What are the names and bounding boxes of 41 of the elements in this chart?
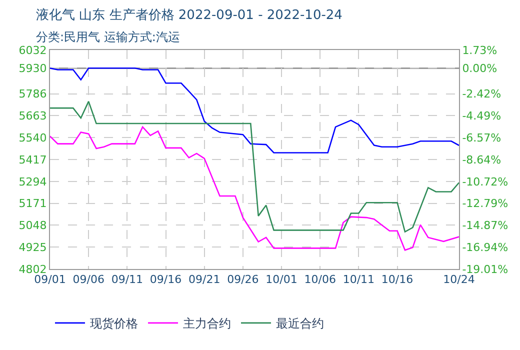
y-tick-label: 5930 <box>18 62 47 76</box>
line-series <box>50 68 459 154</box>
y2-tick-label: -14.87% <box>462 219 508 232</box>
y2-tick-label: -2.42% <box>462 88 502 101</box>
y-tick-label: 4925 <box>18 240 47 254</box>
x-tick-label: 09/06 <box>72 273 104 286</box>
x-tick-label: 09/01 <box>34 273 66 286</box>
y2-tick-label: -19.01% <box>462 262 508 276</box>
line-series <box>50 100 459 232</box>
y2-tick-label: -10.72% <box>462 175 508 188</box>
y-tick-label: 6032 <box>18 44 47 57</box>
y-tick-label: 5540 <box>18 131 47 144</box>
y2-tick-label: -16.94% <box>462 240 508 254</box>
x-tick-label: 09/26 <box>227 273 259 286</box>
y2-tick-label: -8.64% <box>462 153 502 166</box>
x-tick-label: 10/16 <box>381 273 414 286</box>
y-tick-label: 5786 <box>18 88 47 101</box>
x-tick-label: 09/16 <box>150 273 182 286</box>
x-tick-label: 10/06 <box>304 273 336 286</box>
y2-tick-label: 0.00% <box>462 62 498 76</box>
legend-label: 主力合约 <box>183 316 231 331</box>
x-tick-label: 09/21 <box>188 273 220 286</box>
y2-tick-label: -6.57% <box>462 131 502 144</box>
x-tick-label: 10/11 <box>342 273 375 286</box>
y-tick-label: 5048 <box>18 219 47 232</box>
chart-title: 液化气 山东 生产者价格 2022-09-01 - 2022-10-24 <box>36 8 342 23</box>
line-series <box>50 126 459 251</box>
y-tick-label: 4802 <box>18 262 47 276</box>
x-tick-label: 09/11 <box>111 273 144 286</box>
legend-label: 最近合约 <box>276 316 324 331</box>
x-tick-label: 10/24 <box>443 273 475 286</box>
y-tick-label: 5663 <box>18 110 47 123</box>
chart-subtitle: 分类:民用气 运输方式:汽运 <box>36 30 180 44</box>
legend-label: 现货价格 <box>90 316 138 331</box>
y-tick-label: 5171 <box>18 197 47 210</box>
y-tick-label: 5294 <box>18 175 47 188</box>
x-tick-label: 10/01 <box>266 273 298 286</box>
y2-tick-label: -4.49% <box>462 110 502 123</box>
y-tick-label: 5417 <box>18 153 47 166</box>
y2-tick-label: -12.79% <box>462 197 508 210</box>
y2-tick-label: 1.73% <box>462 44 498 57</box>
